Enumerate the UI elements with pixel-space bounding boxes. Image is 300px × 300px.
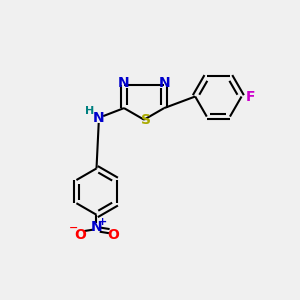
Text: S: S bbox=[140, 113, 151, 127]
Text: O: O bbox=[74, 228, 86, 242]
Text: N: N bbox=[93, 112, 104, 125]
Text: O: O bbox=[107, 228, 119, 242]
Text: N: N bbox=[118, 76, 130, 90]
Text: H: H bbox=[85, 106, 94, 116]
Text: −: − bbox=[69, 223, 78, 233]
Text: F: F bbox=[246, 89, 256, 103]
Text: +: + bbox=[98, 217, 107, 227]
Text: N: N bbox=[158, 76, 170, 90]
Text: N: N bbox=[91, 220, 102, 234]
